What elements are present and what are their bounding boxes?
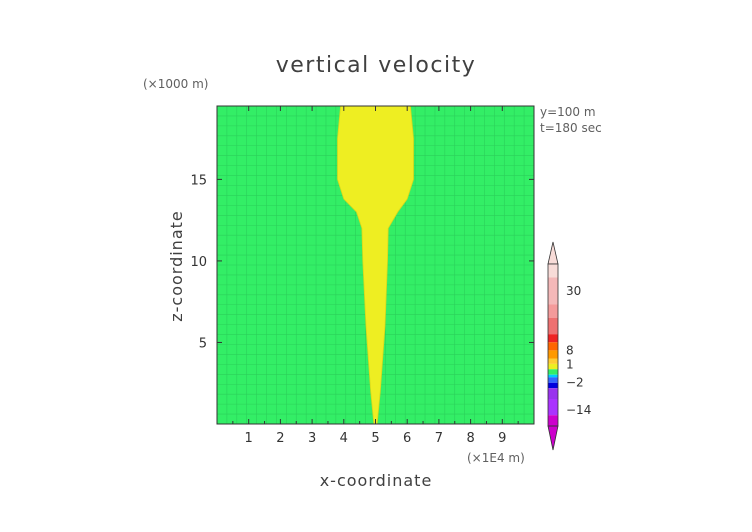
- y-tick-label: 5: [199, 336, 207, 351]
- colorbar-segment: [548, 358, 558, 364]
- x-tick-label: 9: [498, 431, 506, 446]
- colorbar-segment: [548, 277, 558, 305]
- colorbar-frame: [547, 263, 559, 427]
- colorbar-top-triangle: [547, 241, 559, 265]
- annotation-t: t=180 sec: [540, 121, 602, 135]
- chart-title: vertical velocity: [276, 53, 477, 78]
- x-unit-label: (×1E4 m): [467, 451, 525, 465]
- x-ticks: 1 2 3 4 5 6 7 8 9: [232, 106, 519, 446]
- colorbar: 30 81 −2 −14: [547, 241, 591, 451]
- colorbar-segment: [548, 399, 558, 416]
- grid: [217, 106, 534, 424]
- colorbar-segment: [548, 377, 558, 383]
- colorbar-segment: [548, 382, 558, 389]
- colorbar-segment: [548, 415, 558, 426]
- colorbar-segment: [548, 374, 558, 378]
- colorbar-tick-label: −2: [566, 375, 584, 389]
- colorbar-segment: [548, 363, 558, 370]
- colorbar-segment: [548, 318, 558, 335]
- colorbar-tick-label: 1: [566, 357, 574, 371]
- x-tick-label: 8: [466, 431, 474, 446]
- colorbar-tick-label: 30: [566, 284, 581, 298]
- y-ticks: 5 10 15: [190, 173, 534, 351]
- y-axis-label: z-coordinate: [167, 210, 186, 322]
- plot-area: 1 2 3 4 5 6 7 8 9 5 10 15: [190, 105, 535, 446]
- colorbar-segment: [548, 388, 558, 399]
- colorbar-bottom-triangle: [547, 425, 559, 451]
- colorbar-tick-label: −14: [566, 403, 591, 417]
- y-tick-label: 10: [190, 255, 207, 270]
- x-tick-label: 3: [308, 431, 316, 446]
- x-tick-label: 4: [340, 431, 348, 446]
- y-unit-label: (×1000 m): [143, 77, 208, 91]
- x-tick-label: 6: [403, 431, 411, 446]
- y-tick-label: 15: [190, 173, 207, 188]
- colorbar-segment: [548, 334, 558, 343]
- colorbar-segment: [548, 304, 558, 318]
- colorbar-segment: [548, 369, 558, 375]
- x-tick-label: 2: [276, 431, 284, 446]
- x-tick-label: 5: [371, 431, 379, 446]
- colorbar-segment: [548, 350, 558, 359]
- x-axis-label: x-coordinate: [320, 471, 433, 490]
- annotation-y: y=100 m: [540, 105, 596, 119]
- x-tick-label: 1: [245, 431, 253, 446]
- colorbar-tick-label: 8: [566, 343, 574, 357]
- colorbar-segment: [548, 342, 558, 351]
- colorbar-segment: [548, 264, 558, 278]
- x-tick-label: 7: [435, 431, 443, 446]
